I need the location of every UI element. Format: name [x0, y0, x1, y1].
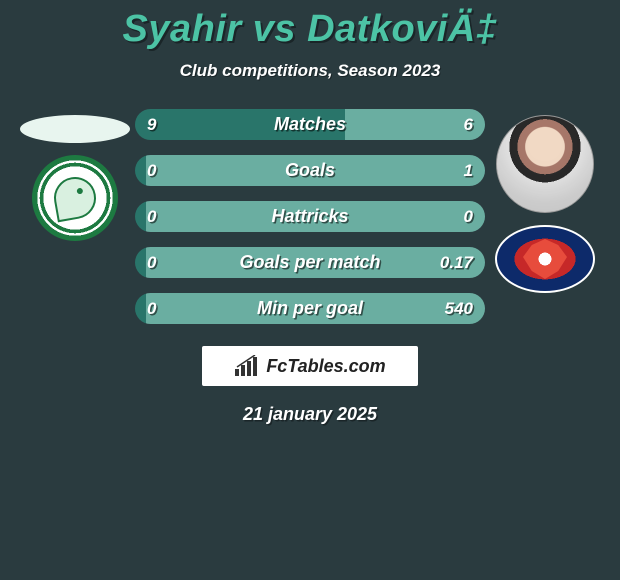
bar-bg — [135, 201, 485, 232]
stat-row: 01Goals — [135, 155, 485, 186]
bar-right-fill — [146, 247, 486, 278]
player-avatar-right — [496, 115, 594, 213]
date-text: 21 january 2025 — [0, 404, 620, 425]
page-title: Syahir vs DatkoviÄ‡ — [0, 8, 620, 51]
stat-row: 00.17Goals per match — [135, 247, 485, 278]
bar-right-fill — [146, 155, 486, 186]
bar-bg — [135, 155, 485, 186]
brand-box[interactable]: FcTables.com — [202, 346, 418, 386]
club-badge-right — [495, 225, 595, 293]
bar-left-fill — [135, 293, 146, 324]
bar-bg — [135, 247, 485, 278]
bird-icon — [51, 174, 100, 223]
player-avatar-left — [20, 115, 130, 143]
bar-left-fill — [135, 201, 146, 232]
club-badge-left — [32, 155, 118, 241]
left-side — [15, 109, 135, 241]
bar-bg — [135, 109, 485, 140]
bar-left-fill — [135, 155, 146, 186]
stat-row: 00Hattricks — [135, 201, 485, 232]
bar-bg — [135, 293, 485, 324]
bar-left-fill — [135, 109, 345, 140]
bar-right-fill — [146, 293, 486, 324]
lion-icon — [523, 239, 567, 279]
brand-text: FcTables.com — [266, 356, 385, 377]
subtitle: Club competitions, Season 2023 — [0, 61, 620, 81]
stats-bars: 96Matches 01Goals 00Hattricks 00.17Goals pe… — [135, 109, 485, 324]
bar-right-fill — [345, 109, 485, 140]
main-row: 96Matches 01Goals 00Hattricks 00.17Goals pe… — [0, 109, 620, 324]
stat-row: 96Matches — [135, 109, 485, 140]
bar-left-fill — [135, 247, 146, 278]
bar-right-fill — [146, 201, 486, 232]
stat-row: 0540Min per goal — [135, 293, 485, 324]
right-side — [485, 109, 605, 293]
comparison-card: Syahir vs DatkoviÄ‡ Club competitions, S… — [0, 0, 620, 425]
chart-icon — [234, 355, 262, 377]
